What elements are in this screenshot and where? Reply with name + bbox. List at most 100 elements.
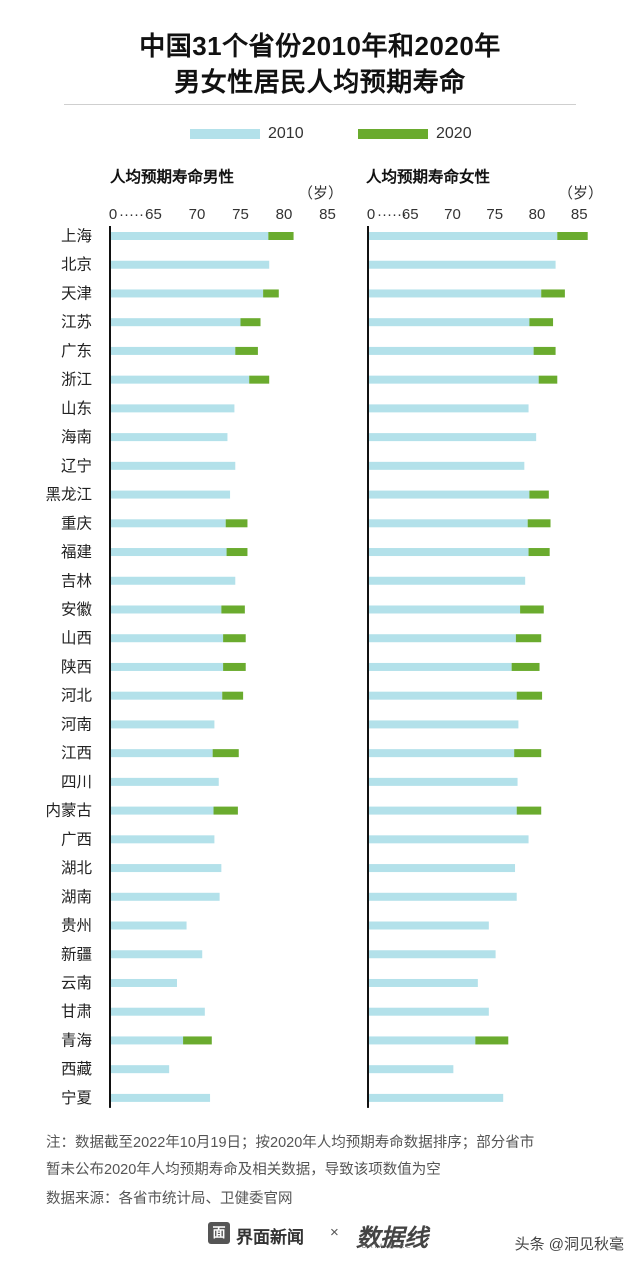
bar-2010 [369, 634, 516, 643]
bar-2020 [183, 1036, 212, 1045]
bar-2020 [212, 749, 239, 758]
legend: 2010 2020 [0, 124, 640, 144]
bar-2010 [111, 978, 177, 987]
category-label: 广西 [61, 830, 92, 848]
bar-2010 [369, 576, 526, 585]
bar-2020 [240, 318, 261, 327]
tick-label-0-4: 75 [232, 206, 249, 223]
bar-2010 [369, 461, 525, 470]
category-label: 宁夏 [61, 1089, 93, 1107]
bar-2010 [111, 232, 269, 240]
legend-item-2020: 2020 [358, 124, 472, 144]
bar-2010 [369, 1093, 504, 1102]
bar-2010 [111, 318, 241, 327]
category-label: 青海 [61, 1031, 92, 1049]
bar-2010 [111, 835, 215, 844]
unit-label-0: （岁） [298, 185, 343, 202]
tick-label-0-2: 65 [145, 206, 162, 223]
bar-2010 [111, 691, 223, 700]
jiemian-logo-icon: 面 [208, 1222, 230, 1244]
bar-2010 [369, 404, 529, 413]
category-label: 西藏 [61, 1060, 92, 1078]
bar-2010 [111, 634, 224, 643]
category-label: 北京 [61, 256, 92, 274]
bar-2020 [541, 289, 565, 298]
category-label: 内蒙古 [45, 802, 92, 820]
legend-item-2010: 2010 [190, 124, 304, 144]
bar-2010 [111, 605, 222, 614]
bar-2010 [111, 346, 236, 355]
category-label: 重庆 [61, 514, 92, 532]
bar-2010 [369, 921, 489, 930]
legend-label-2020: 2020 [436, 125, 472, 142]
category-label: 浙江 [61, 371, 92, 389]
chart-title-line2: 男女性居民人均预期寿命 [174, 67, 466, 97]
unit-label-1: （岁） [558, 185, 603, 202]
panel-title-0: 人均预期寿命男性 [110, 167, 235, 186]
category-label: 福建 [61, 543, 92, 561]
bar-2010 [111, 519, 226, 528]
tick-label-0-1: ······ [119, 206, 149, 223]
category-label: 广东 [61, 342, 92, 360]
credit: 头条 @洞见秋毫 [514, 1236, 624, 1253]
bar-2010 [369, 777, 518, 786]
brand-datawire-sub: DATA WIRE [362, 1244, 413, 1250]
bar-2020 [516, 806, 542, 815]
category-label: 新疆 [61, 945, 92, 963]
legend-swatch-2010 [190, 129, 260, 139]
category-label: 海南 [61, 428, 92, 446]
data-source: 数据来源：各省市统计局、卫健委官网 [46, 1191, 293, 1207]
bar-2020 [263, 289, 279, 298]
category-label: 甘肃 [61, 1003, 92, 1021]
bar-2020 [226, 548, 248, 557]
bar-2010 [369, 289, 542, 298]
bar-2010 [369, 691, 517, 700]
bar-2010 [111, 921, 187, 930]
bar-2010 [111, 260, 270, 269]
category-label: 贵州 [61, 917, 92, 935]
bar-2020 [557, 232, 588, 240]
bar-2020 [529, 318, 554, 327]
bar-2010 [369, 1036, 476, 1045]
bar-2010 [111, 461, 236, 470]
note-line-2: 暂未公布2020年人均预期寿命及相关数据，导致该项数值为空 [46, 1162, 441, 1178]
bar-2010 [111, 720, 215, 729]
tick-label-1-5: 80 [529, 206, 546, 223]
bar-2010 [369, 490, 530, 499]
bar-2010 [111, 1007, 205, 1016]
chart-title-line1: 中国31个省份2010年和2020年 [139, 31, 501, 61]
bar-2020 [514, 749, 542, 758]
tick-label-1-3: 70 [444, 206, 461, 223]
bar-2010 [111, 490, 231, 499]
category-label: 陕西 [61, 658, 92, 676]
category-label: 四川 [61, 774, 92, 791]
bar-2010 [369, 892, 517, 901]
bar-2010 [111, 576, 236, 585]
bar-2010 [111, 548, 227, 557]
bar-2010 [369, 260, 556, 269]
tick-label-1-6: 85 [571, 206, 588, 223]
bar-2010 [369, 346, 534, 355]
bar-2010 [369, 1065, 454, 1074]
tick-label-0-6: 85 [319, 206, 336, 223]
tick-label-1-2: 65 [402, 206, 419, 223]
bar-2010 [111, 1036, 184, 1045]
bar-2010 [369, 605, 521, 614]
bar-2010 [111, 662, 224, 671]
category-label: 黑龙江 [45, 486, 92, 504]
category-label: 河南 [61, 715, 92, 733]
category-label: 河北 [61, 687, 93, 705]
bar-2010 [369, 749, 515, 758]
footer: 面 界面新闻 × 数据线 DATA WIRE [0, 1218, 640, 1252]
bar-2010 [111, 289, 264, 298]
bar-2010 [111, 1065, 170, 1074]
bar-2020 [529, 490, 549, 499]
bar-2020 [235, 346, 258, 355]
bar-2020 [511, 662, 540, 671]
bar-2010 [369, 835, 529, 844]
bar-2020 [223, 634, 246, 643]
bar-2020 [515, 634, 542, 643]
bar-2010 [111, 864, 222, 873]
bar-2020 [223, 662, 246, 671]
category-label: 山西 [61, 629, 92, 647]
